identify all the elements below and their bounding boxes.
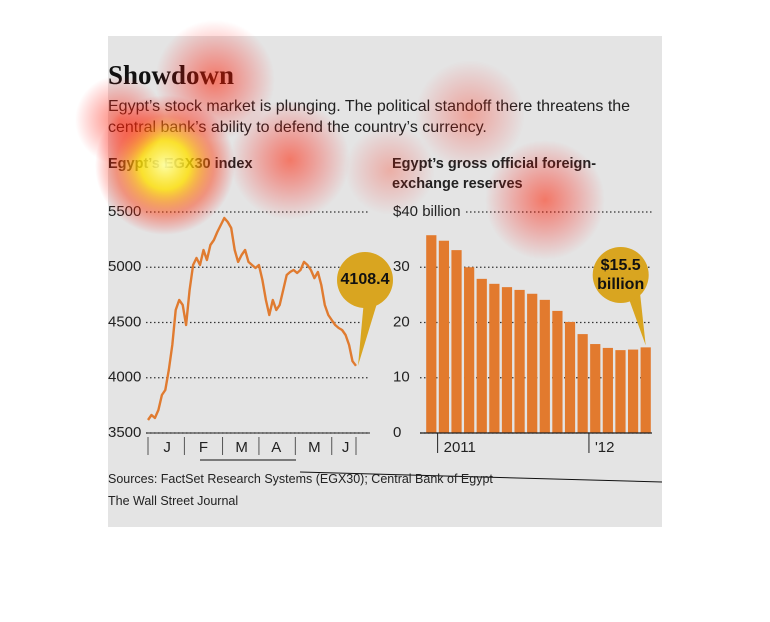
y-tick-label: 5000 — [108, 258, 141, 275]
x-tick-label: M — [308, 439, 321, 456]
bar — [552, 310, 563, 433]
y-tick-label: 3500 — [108, 424, 141, 441]
bar — [615, 350, 626, 433]
bar — [590, 344, 601, 433]
callout-bubble — [337, 252, 393, 308]
bar — [451, 250, 462, 433]
bar — [464, 267, 475, 433]
callout-bubble — [592, 247, 649, 303]
y-tick-label: 20 — [393, 313, 410, 330]
bar — [438, 240, 450, 433]
data-label: 4108.4 — [340, 271, 390, 288]
x-tick-label: F — [199, 439, 208, 456]
x-tick-label: A — [271, 439, 281, 456]
credit: The Wall Street Journal — [108, 494, 239, 508]
y-tick-label: 10 — [393, 369, 410, 386]
stray-line — [299, 471, 663, 483]
bar — [627, 349, 639, 433]
bar — [602, 347, 613, 433]
x-tick-label: J — [342, 439, 350, 456]
callout-pointer — [358, 300, 378, 366]
x-tick-label: M — [235, 439, 248, 456]
x-tick-label: '12 — [595, 439, 615, 456]
y-tick-label: $40 billion — [393, 203, 461, 220]
sources: Sources: FactSet Research Systems (EGX30… — [108, 472, 493, 486]
bar — [514, 289, 525, 433]
bar — [476, 278, 487, 433]
index-line — [147, 216, 357, 421]
bar — [640, 347, 651, 433]
y-tick-label: 0 — [393, 424, 401, 441]
y-tick-label: 5500 — [108, 203, 141, 220]
data-label: $15.5 billion — [597, 257, 645, 293]
bar — [501, 287, 513, 433]
bar — [426, 235, 437, 433]
callout-pointer — [625, 290, 646, 346]
y-tick-label: 30 — [393, 258, 410, 275]
y-tick-label: 4000 — [108, 369, 141, 386]
y-tick-label: 4500 — [108, 313, 141, 330]
bar — [527, 293, 538, 433]
x-tick-label: J — [163, 439, 171, 456]
bar — [489, 283, 500, 433]
bar — [577, 334, 588, 433]
bar — [539, 299, 550, 433]
x-tick-label: 2011 — [444, 439, 476, 456]
bar — [564, 321, 576, 433]
